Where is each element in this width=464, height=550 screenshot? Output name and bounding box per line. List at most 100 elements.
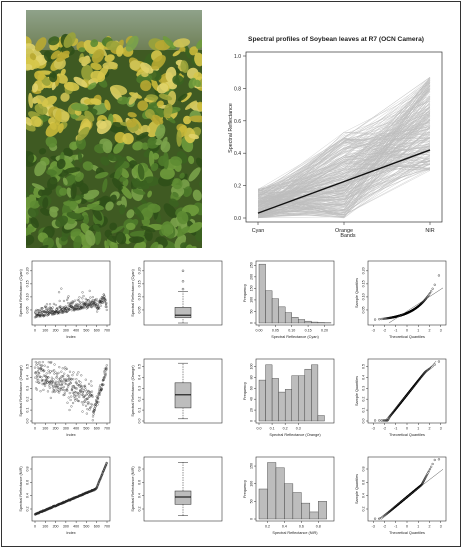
y-tick-label: 0.0: [234, 216, 241, 222]
x-tick-label: 3: [440, 427, 442, 431]
leaf-mark: [79, 182, 89, 194]
data-point: [75, 381, 78, 384]
data-point: [86, 303, 89, 306]
histogram-bar: [284, 483, 294, 520]
leaf-mark: [144, 109, 155, 119]
qq-reference-line: [384, 360, 437, 422]
data-point: [41, 383, 44, 386]
data-point: [91, 296, 94, 299]
spectral-profile-line: [257, 77, 431, 199]
leaf-mark: [38, 148, 47, 155]
leaf-mark: [189, 46, 199, 56]
x-tick-label: 0.15: [305, 329, 312, 333]
y-tick-label: 0.15: [361, 280, 365, 287]
leaf-mark: [60, 92, 70, 102]
data-point: [77, 308, 81, 311]
qq-point: [425, 473, 428, 476]
y-tick-label: 0.6: [25, 480, 29, 485]
data-point: [73, 306, 76, 309]
data-point: [40, 380, 44, 383]
leaf-mark: [82, 161, 94, 171]
x-tick-label: 400: [73, 525, 79, 529]
leaf-mark: [29, 200, 41, 209]
data-point: [100, 388, 103, 391]
data-point: [88, 382, 91, 385]
data-point: [34, 372, 37, 375]
plot-box: [367, 358, 447, 424]
x-axis-label: Index: [66, 531, 75, 535]
qq-point: [384, 317, 387, 320]
data-point: [35, 363, 38, 366]
data-point: [43, 379, 46, 382]
data-point: [40, 315, 43, 318]
histogram-bar: [304, 368, 312, 422]
spectral-profile-line: [257, 98, 431, 217]
data-point: [95, 398, 98, 402]
spectral-profile-line: [257, 91, 431, 209]
data-point: [84, 404, 88, 407]
x-tick-label: 1: [417, 427, 419, 431]
y-tick-label: 0.20: [361, 267, 365, 274]
data-point: [40, 311, 44, 314]
leaf-mark: [63, 147, 73, 157]
y-tick-label: 0.1: [25, 408, 29, 413]
data-point: [67, 295, 70, 298]
plot-box: [367, 456, 447, 522]
leaf-mark: [194, 52, 202, 67]
data-point: [66, 309, 69, 312]
data-point: [70, 303, 74, 306]
y-tick-label: 0.4: [137, 375, 141, 380]
data-point: [82, 307, 85, 310]
data-point: [38, 363, 41, 366]
x-tick-label: 700: [104, 525, 110, 529]
x-tick-label: 0.2: [265, 525, 270, 529]
data-point: [77, 304, 80, 307]
leaf-mark: [77, 151, 83, 163]
leaf-mark: [63, 81, 80, 92]
data-point: [54, 303, 57, 307]
leaf-mark: [159, 167, 175, 180]
data-point: [85, 393, 88, 396]
data-point: [66, 387, 69, 390]
leaf-mark: [104, 54, 115, 63]
data-point: [67, 383, 70, 386]
soybean-field-photo: [26, 10, 202, 248]
leaf-mark: [150, 162, 159, 172]
leaf-mark: [30, 116, 42, 127]
data-point: [47, 376, 50, 379]
data-point: [58, 305, 61, 308]
x-tick-label: 0: [406, 427, 408, 431]
y-tick-label: 250: [249, 262, 253, 268]
data-point: [58, 388, 61, 391]
data-point: [38, 361, 41, 364]
data-point: [77, 392, 80, 395]
data-point: [60, 386, 63, 389]
leaf-mark: [151, 55, 166, 70]
spectral-profile-line: [257, 150, 431, 211]
y-tick-label: 0.5: [25, 364, 29, 369]
leaf-mark: [45, 136, 58, 148]
leaf-mark: [180, 92, 192, 103]
data-point: [98, 307, 101, 310]
leaf-mark: [92, 206, 103, 221]
leaf-mark: [78, 47, 86, 53]
data-point: [66, 379, 69, 382]
leaf-mark: [28, 92, 34, 109]
x-tick-label: -1: [394, 525, 397, 529]
data-point: [52, 378, 55, 381]
data-point: [80, 401, 83, 404]
data-point: [79, 381, 82, 384]
box-outlier: [181, 280, 185, 283]
data-point: [86, 301, 89, 304]
data-point: [70, 405, 73, 408]
data-point: [91, 419, 94, 422]
data-point: [40, 364, 43, 367]
x-tick-label: 200: [53, 329, 59, 333]
x-tick-label: 500: [83, 329, 89, 333]
data-point: [105, 364, 108, 367]
qq-point: [427, 469, 431, 472]
data-point: [47, 376, 50, 379]
data-point: [99, 384, 102, 387]
data-point: [44, 314, 47, 317]
y-tick-label: 0.4: [234, 151, 241, 157]
